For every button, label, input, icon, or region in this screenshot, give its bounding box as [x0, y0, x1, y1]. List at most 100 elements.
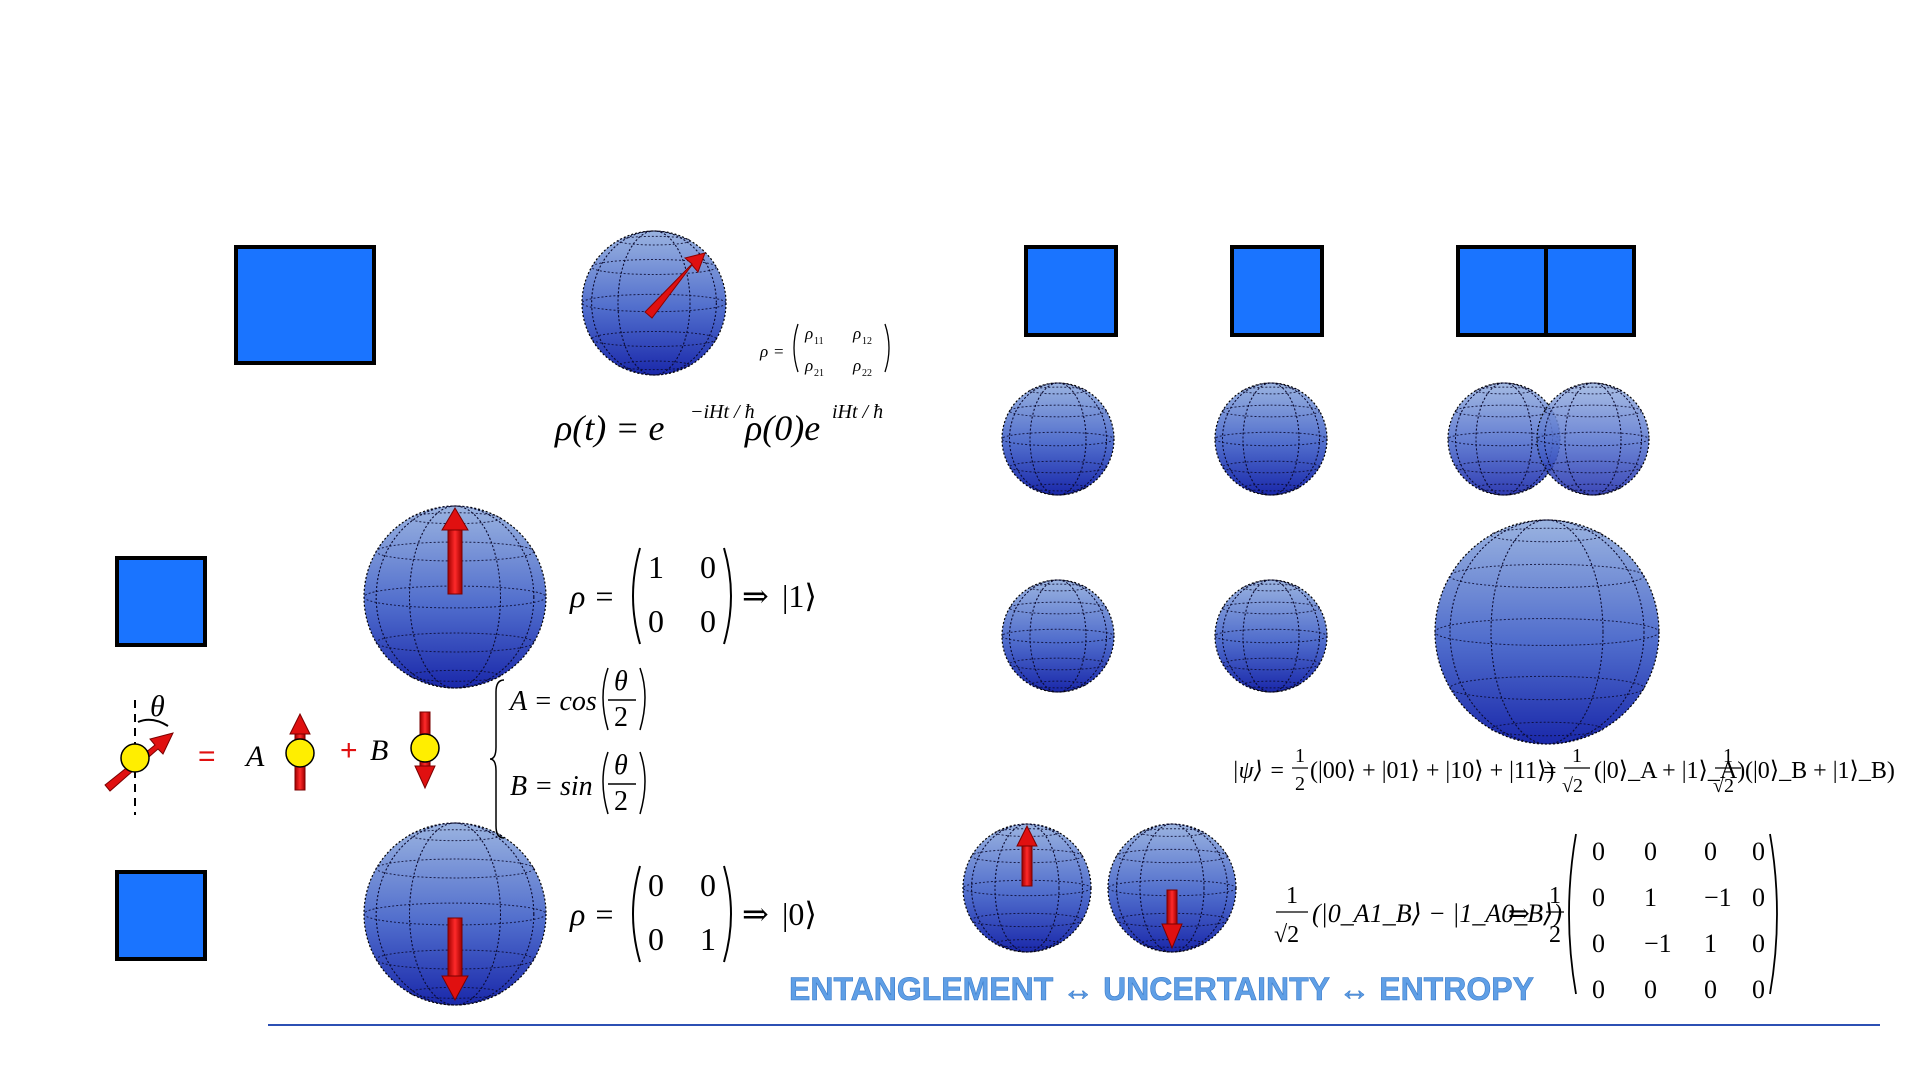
svg-text:θ: θ — [614, 750, 628, 781]
svg-text:⇒: ⇒ — [742, 896, 769, 932]
bell-arrow-up — [1016, 824, 1038, 887]
matrix-entry: 1 — [1704, 929, 1717, 958]
matrix-entry: −1 — [1704, 883, 1732, 912]
qubit-box-a — [1024, 245, 1118, 337]
matrix-entry: 0 — [1704, 837, 1717, 866]
density-matrix-zero: ρ = 0 0 0 1 ⇒ |0⟩ — [569, 865, 817, 963]
svg-text:1: 1 — [1286, 883, 1298, 909]
time-evolution-equation: ρ(t) = e −iHt / ħ ρ(0)e iHt / ħ — [554, 401, 883, 448]
sphere-b-mixed — [1214, 579, 1328, 693]
svg-text:0: 0 — [648, 867, 664, 903]
bell-arrow-down — [1161, 889, 1183, 950]
matrix-entry: 0 — [1752, 929, 1765, 958]
svg-text:2: 2 — [614, 702, 628, 733]
qubit-box-ab-right — [1544, 245, 1636, 337]
coefficient-a-label: A — [244, 740, 265, 773]
sphere-a-mixed — [1001, 579, 1115, 693]
matrix-entry: 0 — [1592, 837, 1605, 866]
svg-text:12: 12 — [862, 336, 872, 347]
svg-text:(|00⟩ + |01⟩ + |10⟩ + |11⟩): (|00⟩ + |01⟩ + |10⟩ + |11⟩) — [1310, 758, 1554, 784]
svg-text:√2: √2 — [1562, 775, 1583, 797]
svg-text:1: 1 — [648, 549, 664, 585]
matrix-entry: 1 — [1644, 883, 1657, 912]
superposition-diagram: θ = A + B — [104, 690, 440, 815]
qubit-box-ab-left — [1456, 245, 1550, 337]
superposition-plus: + — [340, 734, 358, 767]
svg-text:1: 1 — [700, 921, 716, 957]
svg-text:=: = — [1543, 758, 1557, 784]
entanglement-banner: ENTANGLEMENT ↔ UNCERTAINTY ↔ ENTROPY — [789, 971, 1534, 1007]
tilted-state-arrow — [644, 252, 706, 319]
qubit-box-one — [115, 556, 207, 647]
matrix-entry: 0 — [1752, 975, 1765, 1004]
density-matrix-general: ρ = ρ 11 ρ 12 ρ 21 ρ 22 — [759, 323, 890, 379]
svg-text:⇒: ⇒ — [1508, 899, 1530, 928]
svg-text:ρ(t) = e: ρ(t) = e — [554, 408, 665, 448]
svg-text:0: 0 — [648, 603, 664, 639]
svg-text:ρ(0)e: ρ(0)e — [744, 408, 820, 448]
svg-text:=: = — [774, 342, 784, 361]
sphere-combined-large — [1434, 519, 1660, 745]
svg-text:|1⟩: |1⟩ — [782, 578, 817, 614]
svg-text:√2: √2 — [1274, 922, 1299, 948]
svg-text:(|0⟩_B + |1⟩_B): (|0⟩_B + |1⟩_B) — [1745, 758, 1895, 784]
sphere-a — [1001, 382, 1115, 496]
matrix-entry: 0 — [1752, 883, 1765, 912]
matrix-entry: 0 — [1704, 975, 1717, 1004]
svg-text:ρ: ρ — [852, 324, 861, 343]
spin-up-arrow — [441, 507, 469, 595]
svg-text:0: 0 — [700, 603, 716, 639]
bell-sphere-a — [962, 823, 1092, 953]
svg-text:1: 1 — [1572, 745, 1582, 767]
bloch-sphere-up — [363, 505, 547, 689]
svg-text:1: 1 — [1295, 745, 1305, 767]
svg-text:A = cos: A = cos — [508, 686, 597, 717]
svg-text:11: 11 — [814, 336, 824, 347]
svg-text:(|0_A1_B⟩ − |1_A0_B⟩): (|0_A1_B⟩ − |1_A0_B⟩) — [1312, 899, 1562, 928]
svg-text:θ: θ — [614, 666, 628, 697]
qubit-box-zero — [115, 870, 207, 961]
svg-text:ρ: ρ — [804, 324, 813, 343]
superposition-equals: = — [198, 740, 216, 773]
bell-state-equation: 1 √2 (|0_A1_B⟩ − |1_A0_B⟩) ⇒ 1 2 0 0 0 0 0 1 −… — [1274, 833, 1778, 1004]
matrix-entry: −1 — [1644, 929, 1672, 958]
matrix-entry: 0 — [1752, 837, 1765, 866]
svg-text:22: 22 — [862, 368, 872, 379]
svg-text:⇒: ⇒ — [742, 578, 769, 614]
sphere-b — [1214, 382, 1328, 496]
svg-text:0: 0 — [700, 549, 716, 585]
svg-text:ρ: ρ — [759, 342, 768, 361]
svg-text:2: 2 — [1295, 773, 1305, 795]
matrix-entry: 0 — [1644, 975, 1657, 1004]
matrix-entry: 0 — [1592, 929, 1605, 958]
svg-text:1: 1 — [1723, 745, 1733, 767]
svg-text:|0⟩: |0⟩ — [782, 896, 817, 932]
svg-text:ρ: ρ — [804, 356, 813, 375]
svg-text:iHt / ħ: iHt / ħ — [832, 401, 883, 423]
qubit-box-top — [234, 245, 376, 365]
coefficient-b-label: B — [370, 734, 388, 767]
svg-text:−iHt / ħ: −iHt / ħ — [690, 401, 755, 423]
svg-text:0: 0 — [700, 867, 716, 903]
sphere-ab-right — [1536, 382, 1650, 496]
bell-density-matrix: 0 0 0 0 0 1 −1 0 0 −1 1 0 0 0 0 0 — [1592, 837, 1765, 1004]
svg-text:1: 1 — [1549, 883, 1561, 909]
svg-text:2: 2 — [1549, 922, 1561, 948]
svg-text:ρ =: ρ = — [569, 896, 615, 932]
svg-text:ρ =: ρ = — [569, 578, 615, 614]
matrix-entry: 0 — [1592, 975, 1605, 1004]
density-matrix-one: ρ = 1 0 0 0 ⇒ |1⟩ — [569, 547, 817, 645]
svg-text:21: 21 — [814, 368, 824, 379]
matrix-entry: 0 — [1592, 883, 1605, 912]
theta-symbol: θ — [150, 690, 165, 723]
svg-text:ρ: ρ — [852, 356, 861, 375]
coefficients-definition: A = cos θ 2 B = sin θ 2 — [489, 666, 646, 839]
svg-text:(|0⟩_A + |1⟩_A): (|0⟩_A + |1⟩_A) — [1594, 758, 1745, 784]
qubit-box-b — [1230, 245, 1324, 337]
svg-text:2: 2 — [614, 786, 628, 817]
svg-text:|ψ⟩ =: |ψ⟩ = — [1232, 758, 1285, 784]
svg-text:B = sin: B = sin — [510, 771, 593, 802]
bloch-sphere-down — [363, 822, 547, 1006]
svg-text:√2: √2 — [1713, 775, 1734, 797]
